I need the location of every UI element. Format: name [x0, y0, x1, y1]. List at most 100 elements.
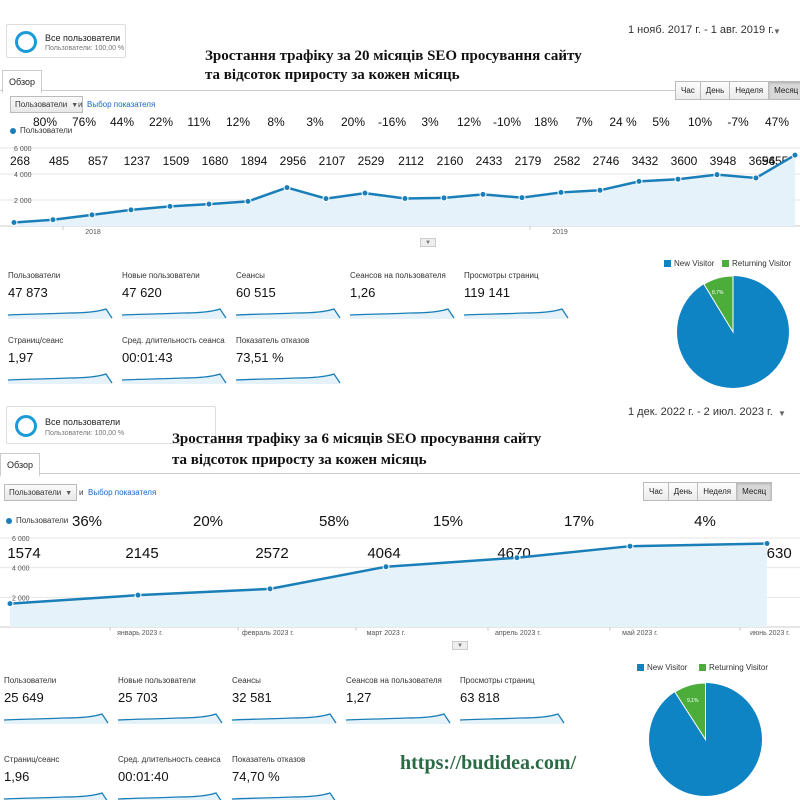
percent-label: 20%	[340, 115, 366, 129]
chart-resize-handle[interactable]: ▼	[420, 238, 436, 247]
percent-label: -7%	[727, 115, 749, 129]
date-range[interactable]: 1 нояб. 2017 г. - 1 авг. 2019 г.	[628, 24, 774, 36]
metric-tile[interactable]: Пользователи 47 873	[8, 271, 118, 327]
legend-dot	[6, 518, 12, 524]
metric-sparkline	[8, 373, 113, 384]
headline-line-1: Зростання трафіку за 6 місяців SEO просу…	[172, 431, 542, 447]
data-point[interactable]	[266, 585, 274, 593]
metric-tile[interactable]: Сеансов на пользователя 1,26	[350, 271, 460, 327]
y-tick-label: 2 000	[14, 198, 32, 205]
metric-tile[interactable]: Сеансы 32 581	[232, 676, 342, 732]
metric-tile[interactable]: Страниц/сеанс 1,97	[8, 336, 118, 392]
legend-new-visitor: New Visitor	[647, 663, 688, 672]
pie-slice-returning-visitor[interactable]	[703, 275, 734, 334]
data-point[interactable]	[205, 200, 213, 208]
period-month-button[interactable]: Месяц	[769, 82, 800, 99]
data-point[interactable]	[596, 186, 604, 194]
metric-tile[interactable]: Сред. длительность сеанса 00:01:40	[118, 755, 228, 800]
sparkline-line	[460, 713, 565, 724]
data-point[interactable]	[166, 202, 174, 210]
data-point[interactable]	[513, 554, 521, 562]
period-switch: Час День Неделя Месяц	[675, 81, 800, 100]
data-point[interactable]	[322, 195, 330, 203]
data-point[interactable]	[283, 184, 291, 192]
metric-tile[interactable]: Просмотры страниц 119 141	[464, 271, 574, 327]
percent-label: -16%	[377, 115, 407, 129]
vs-label: и	[79, 488, 84, 497]
x-tick-label: июнь 2023 г.	[750, 630, 790, 637]
value-label: 4064	[367, 545, 401, 562]
value-label: 2572	[255, 545, 289, 562]
pie-returning-percent: 8,7%	[712, 290, 724, 296]
chart-resize-handle[interactable]: ▼	[452, 641, 468, 650]
data-point[interactable]	[134, 591, 142, 599]
metric-tile[interactable]: Сеансов на пользователя 1,27	[346, 676, 456, 732]
percent-label: 3%	[421, 115, 439, 129]
data-point[interactable]	[763, 539, 771, 547]
sparkline-fill	[236, 374, 340, 384]
metric-tile[interactable]: Пользователи 25 649	[4, 676, 114, 732]
period-day-button[interactable]: День	[700, 82, 731, 99]
metric-value: 1,97	[8, 350, 34, 365]
metric-select[interactable]: Пользователи ▼	[10, 96, 84, 113]
data-point[interactable]	[440, 194, 448, 202]
x-tick-label: май 2023 г.	[622, 629, 658, 637]
data-point[interactable]	[49, 216, 57, 224]
chevron-down-icon[interactable]: ▼	[778, 409, 786, 418]
period-week-button[interactable]: Неделя	[698, 483, 738, 500]
data-point[interactable]	[382, 563, 390, 571]
period-week-button[interactable]: Неделя	[730, 82, 770, 99]
data-point[interactable]	[88, 211, 96, 219]
segment-selector[interactable]: Все пользователи Пользователи: 100,00 %	[6, 406, 216, 444]
data-point[interactable]	[6, 600, 14, 608]
data-point[interactable]	[361, 189, 369, 197]
period-month-button[interactable]: Месяц	[737, 483, 772, 500]
visitor-pie-chart[interactable]	[648, 682, 763, 797]
metric-tile[interactable]: Новые пользователи 47 620	[122, 271, 232, 327]
period-hour-button[interactable]: Час	[644, 483, 669, 500]
data-point[interactable]	[518, 194, 526, 202]
data-point[interactable]	[479, 190, 487, 198]
data-point[interactable]	[713, 171, 721, 179]
visitor-pie-chart[interactable]	[676, 275, 790, 389]
data-point[interactable]	[626, 542, 634, 550]
data-point[interactable]	[791, 151, 799, 159]
data-point[interactable]	[127, 206, 135, 214]
metric-tile[interactable]: Сеансы 60 515	[236, 271, 346, 327]
area-fill	[10, 543, 767, 627]
segment-share: Пользователи: 100,00 %	[45, 45, 125, 52]
tab-overview[interactable]: Обзор	[2, 70, 42, 94]
segment-selector[interactable]: Все пользователи Пользователи: 100,00 %	[6, 24, 126, 58]
period-day-button[interactable]: День	[668, 483, 699, 500]
metric-tile[interactable]: Новые пользователи 25 703	[118, 676, 228, 732]
chevron-down-icon[interactable]: ▼	[773, 27, 781, 36]
percent-label: 11%	[187, 115, 211, 129]
sparkline-line	[122, 308, 227, 319]
metric-tile[interactable]: Показатель отказов 73,51 %	[236, 336, 346, 392]
metric-select[interactable]: Пользователи ▼	[4, 484, 78, 501]
metric-tile[interactable]: Просмотры страниц 63 818	[460, 676, 570, 732]
data-point[interactable]	[10, 219, 18, 227]
data-point[interactable]	[674, 175, 682, 183]
pie-slice-returning-visitor[interactable]	[674, 682, 706, 742]
metric-sparkline	[122, 373, 227, 384]
period-hour-button[interactable]: Час	[676, 82, 701, 99]
users-line-chart[interactable]: 2 000 4 000 6 000 январь 2023 г. февраль 202…	[0, 530, 800, 645]
tab-overview[interactable]: Обзор	[0, 453, 40, 477]
metric-tile[interactable]: Показатель отказов 74,70 %	[232, 755, 342, 800]
choose-metric-link[interactable]: Выбор показателя	[87, 100, 156, 109]
date-range[interactable]: 1 дек. 2022 г. - 2 июл. 2023 г.	[628, 406, 773, 418]
metric-tile[interactable]: Страниц/сеанс 1,96	[4, 755, 114, 800]
data-point[interactable]	[557, 188, 565, 196]
users-line-chart[interactable]: 2 000 4 000 6 000 2018 2019	[0, 130, 800, 245]
choose-metric-link[interactable]: Выбор показателя	[88, 488, 157, 497]
data-point[interactable]	[635, 177, 643, 185]
data-point[interactable]	[752, 174, 760, 182]
data-point[interactable]	[401, 195, 409, 203]
headline-line-2: та відсоток приросту за кожен місяць	[205, 67, 460, 83]
data-point[interactable]	[244, 197, 252, 205]
value-label: 2160	[436, 154, 464, 168]
value-label: 3696	[748, 154, 776, 168]
value-label: 1680	[201, 154, 229, 168]
metric-tile[interactable]: Сред. длительность сеанса 00:01:43	[122, 336, 232, 392]
